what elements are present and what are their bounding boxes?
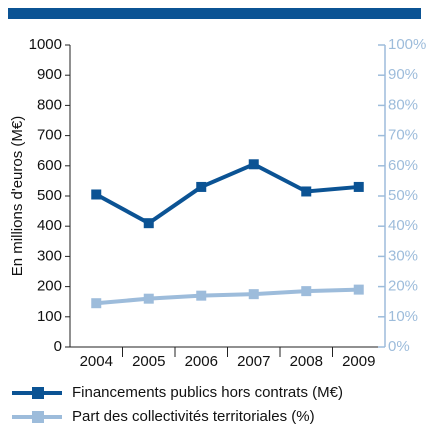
point-marker [91, 189, 102, 200]
y2-tick-label: 90% [388, 66, 418, 83]
x-tick-label: 2005 [132, 353, 165, 370]
x-tick-label: 2006 [185, 353, 218, 370]
point-marker [196, 181, 207, 192]
series-line [96, 287, 359, 306]
point-marker [301, 286, 312, 297]
x-tick-label: 2009 [342, 353, 375, 370]
y-tick-label: 700 [37, 127, 62, 144]
y-axis-label: En millions d'euros (M€) [9, 116, 26, 276]
y2-tick-label: 70% [388, 127, 418, 144]
y2-tick-label: 40% [388, 217, 418, 234]
point-marker [196, 290, 207, 301]
point-marker [353, 181, 364, 192]
legend-marker [32, 411, 44, 423]
y-tick-label: 100 [37, 308, 62, 325]
y-tick-label: 0 [54, 338, 62, 355]
legend-marker [32, 387, 44, 399]
y2-tick-label: 20% [388, 278, 418, 295]
y2-tick-label: 50% [388, 187, 418, 204]
y-tick-label: 800 [37, 96, 62, 113]
point-marker [91, 298, 102, 309]
x-tick-label: 2008 [290, 353, 323, 370]
point-marker [248, 289, 259, 300]
x-tick-label: 2007 [237, 353, 270, 370]
legend-label: Part des collectivités territoriales (%) [72, 408, 315, 425]
point-marker [248, 159, 259, 170]
y2-tick-label: 100% [388, 36, 426, 53]
y2-tick-label: 0% [388, 338, 410, 355]
y2-tick-label: 60% [388, 157, 418, 174]
point-marker [143, 218, 154, 229]
y-tick-label: 200 [37, 278, 62, 295]
y-tick-label: 1000 [29, 36, 62, 53]
y2-tick-label: 80% [388, 96, 418, 113]
y-tick-label: 500 [37, 187, 62, 204]
legend-label: Financements publics hors contrats (M€) [72, 384, 343, 401]
y-tick-label: 600 [37, 157, 62, 174]
y2-tick-label: 30% [388, 247, 418, 264]
header-bar [8, 8, 421, 19]
y-tick-label: 300 [37, 247, 62, 264]
point-marker [301, 186, 312, 197]
point-marker [143, 293, 154, 304]
point-marker [353, 284, 364, 295]
series-line [95, 162, 359, 226]
x-tick-label: 2004 [80, 353, 113, 370]
y2-tick-label: 10% [388, 308, 418, 325]
y-tick-label: 900 [37, 66, 62, 83]
y-tick-label: 400 [37, 217, 62, 234]
